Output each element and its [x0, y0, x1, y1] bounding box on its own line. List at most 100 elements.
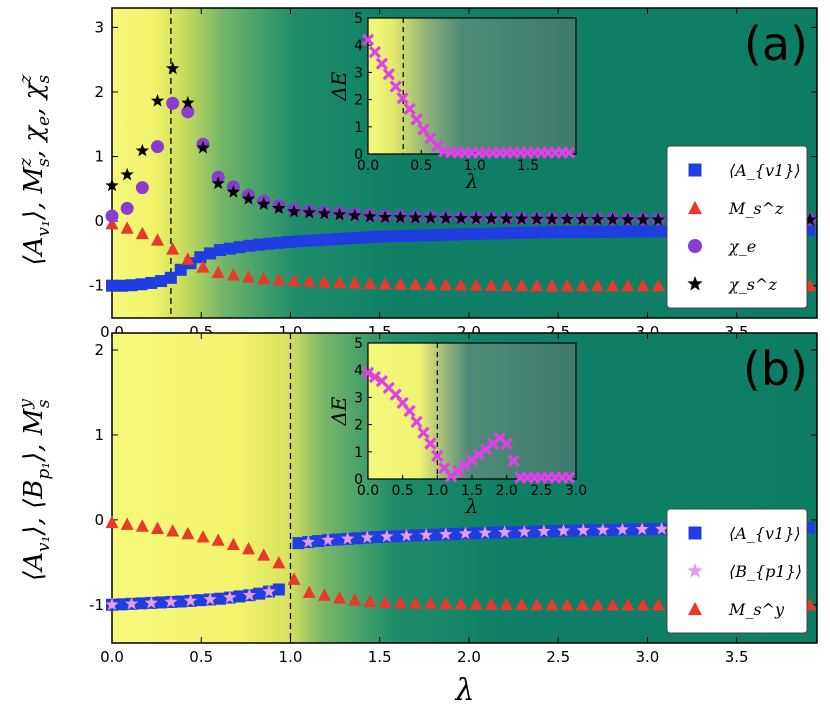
panel-a-inset: 0.0 0.5 1.0 1.5 0 1 2 3 4 5 λ ΔE — [327, 11, 577, 193]
data-point — [380, 230, 393, 243]
data-point — [606, 523, 619, 536]
inset-x-tick-label: 0.0 — [357, 158, 379, 174]
panel-b: 0.0 0.5 1.0 1.5 2.0 2.5 3.0 3.5 -1 0 1 2 ⟨A_{v1}⟩ ⟨B… — [89, 332, 818, 666]
data-point — [439, 211, 453, 224]
inset-y-tick-label: 5 — [354, 11, 363, 27]
data-point — [390, 530, 403, 543]
inset-data-point — [389, 80, 402, 93]
data-point — [243, 239, 256, 252]
data-point — [223, 590, 237, 604]
data-point — [803, 212, 817, 226]
data-point — [469, 278, 483, 291]
data-point — [331, 233, 344, 246]
data-point — [655, 522, 669, 535]
inset-x-tick-label: 0.5 — [410, 158, 432, 174]
inset-data-point — [403, 102, 416, 115]
data-point — [587, 524, 600, 537]
data-point — [183, 593, 198, 607]
panel-b-ticks: 0.0 0.5 1.0 1.5 2.0 2.5 3.0 3.5 -1 0 1 2 — [89, 333, 817, 666]
inset-x-tick-label: 3.0 — [565, 483, 587, 499]
inset-y-tick-label: 3 — [354, 390, 363, 406]
data-point — [518, 226, 531, 239]
data-point — [528, 226, 541, 239]
data-point — [378, 277, 392, 290]
data-point — [331, 533, 344, 546]
data-point — [651, 279, 665, 292]
data-point — [596, 225, 609, 238]
data-point — [626, 523, 639, 536]
legend-marker — [688, 163, 702, 177]
data-point — [351, 532, 364, 545]
inset-background — [367, 17, 577, 155]
x-tick-label: 0.0 — [100, 648, 124, 666]
data-point — [560, 598, 574, 611]
inset-x-tick-label: 2.5 — [530, 483, 552, 499]
data-point — [150, 93, 165, 107]
data-point — [166, 524, 180, 537]
data-point — [371, 531, 384, 544]
data-point — [135, 519, 149, 532]
inset-data-point — [417, 426, 430, 439]
data-point — [321, 233, 334, 246]
data-point — [213, 592, 226, 605]
data-point — [439, 228, 452, 241]
inset-x-tick-label: 1.5 — [461, 483, 483, 499]
y-tick-label: -1 — [89, 596, 104, 614]
data-point — [241, 191, 256, 205]
data-point — [272, 201, 286, 214]
data-point — [545, 212, 559, 225]
data-point — [488, 526, 501, 539]
inset-background — [367, 342, 577, 480]
y-tick-label: 3 — [94, 18, 104, 36]
data-point — [287, 572, 301, 585]
legend-marker — [687, 276, 703, 291]
inset-data-point — [507, 454, 520, 467]
x-tick-label: 3.5 — [725, 648, 749, 666]
data-point — [530, 212, 544, 225]
data-point — [204, 247, 217, 260]
data-point — [115, 598, 128, 611]
inset-data-point — [431, 449, 444, 463]
data-point — [164, 271, 177, 284]
data-point — [587, 225, 600, 238]
data-point — [606, 225, 619, 238]
data-point — [257, 197, 271, 210]
data-point — [155, 596, 168, 609]
data-point — [545, 598, 559, 611]
data-point — [348, 593, 362, 606]
data-point — [135, 278, 148, 291]
data-point — [651, 212, 665, 226]
data-point — [400, 229, 413, 242]
data-point — [105, 217, 119, 230]
data-point — [636, 598, 650, 611]
data-point — [226, 268, 240, 281]
data-point — [626, 225, 639, 238]
data-point — [449, 228, 462, 241]
y-tick-label: 0 — [94, 212, 104, 230]
y-tick-label: -1 — [89, 277, 104, 295]
panel-b-label: (b) — [743, 342, 808, 396]
data-point — [410, 229, 423, 242]
data-point — [390, 230, 403, 243]
legend-label: M_s^y — [728, 600, 785, 619]
data-point — [408, 210, 423, 224]
data-point — [439, 596, 453, 610]
data-point — [530, 597, 544, 611]
data-point — [226, 537, 240, 551]
inset-y-tick-label: 4 — [354, 363, 363, 379]
inset-y-tick-label: 5 — [354, 336, 363, 352]
y-tick-label: 2 — [94, 341, 104, 359]
data-point — [380, 529, 394, 543]
data-point — [211, 176, 225, 190]
data-point — [213, 244, 226, 257]
data-point — [164, 594, 178, 608]
inset-x-tick-label: 1.0 — [426, 483, 448, 499]
x-tick-label: 2.0 — [457, 648, 481, 666]
data-point — [484, 278, 498, 291]
data-point — [124, 596, 139, 610]
data-point — [655, 225, 668, 238]
data-point — [454, 597, 468, 610]
inset-y-tick-label: 3 — [354, 65, 363, 81]
inset-x-axis-label: λ — [465, 169, 479, 193]
